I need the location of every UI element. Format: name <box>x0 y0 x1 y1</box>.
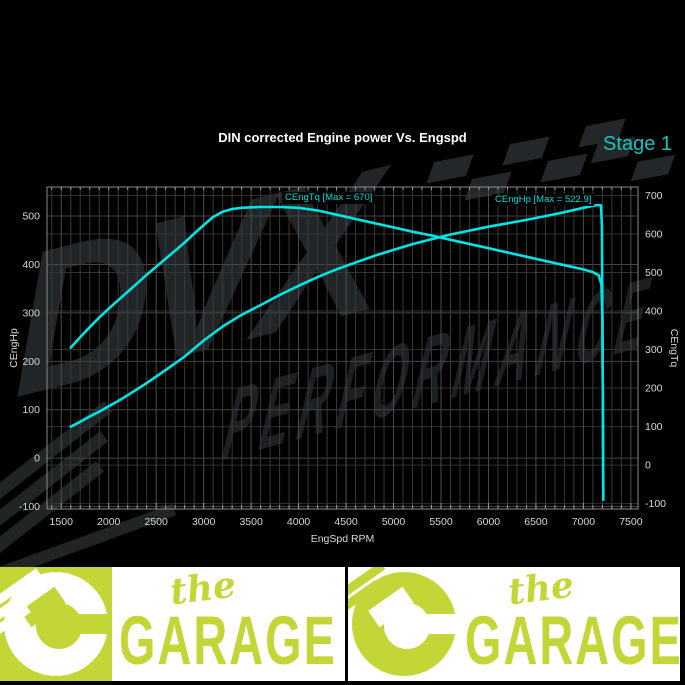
chart-title: DIN corrected Engine power Vs. Engspd <box>218 130 467 145</box>
left-tick-label: 200 <box>22 356 40 368</box>
torque-curve <box>69 205 605 502</box>
dyno-chart: 1500 2000 2500 3000 3500 4000 4500 5000 5500 6000… <box>8 186 680 545</box>
right-tick-label: 600 <box>645 228 663 240</box>
left-tick-label: 0 <box>34 453 40 465</box>
left-tick-label: 500 <box>22 211 40 223</box>
x-tick-label: 4500 <box>334 516 358 528</box>
x-axis-title: EngSpd RPM <box>311 533 375 545</box>
curve-max-annotation: CEngHp [Max = 522.9] <box>492 194 595 206</box>
right-tick-label: 200 <box>645 383 663 395</box>
banner-bottom-border <box>0 681 685 685</box>
left-tick-label: 100 <box>22 404 40 416</box>
garage-text: GARAGE <box>119 601 337 679</box>
x-tick-label: 3500 <box>239 516 263 528</box>
x-tick-label: 5000 <box>382 516 406 528</box>
x-tick-label: 2000 <box>97 516 121 528</box>
left-tick-label: 400 <box>22 259 40 271</box>
garage-logo-white <box>345 567 458 681</box>
left-tick-label: 300 <box>22 307 40 319</box>
g-logo-slot <box>58 614 112 634</box>
power-curve <box>69 203 605 499</box>
left-tick-label: -100 <box>19 501 40 513</box>
banner-right-border <box>680 567 685 681</box>
x-tick-label: 5500 <box>429 516 453 528</box>
plot-frame <box>46 186 639 510</box>
left-axis-title: CEngHp <box>8 328 20 368</box>
x-tick-label: 6000 <box>477 516 501 528</box>
x-tick-label: 1500 <box>50 516 74 528</box>
right-tick-label: 400 <box>645 306 663 318</box>
x-tick-label: 6500 <box>524 516 548 528</box>
x-tick-label: 3000 <box>192 516 216 528</box>
right-tick-label: 700 <box>645 190 663 202</box>
right-axis-title: CEngTq <box>668 329 680 368</box>
right-tick-label: 300 <box>645 344 663 356</box>
stage-badge: Stage 1 <box>603 133 672 155</box>
right-tick-label: 100 <box>645 421 663 433</box>
x-tick-label: 7000 <box>572 516 596 528</box>
garage-logo-lime <box>0 567 112 681</box>
garage-text: GARAGE <box>465 601 680 679</box>
right-tick-label: 0 <box>645 460 651 472</box>
garage-wordmark-right: the GARAGE <box>458 567 680 681</box>
garage-banner: the GARAGE the GARAGE <box>0 567 685 681</box>
x-tick-label: 7500 <box>619 516 643 528</box>
right-tick-label: -100 <box>645 498 666 510</box>
g-logo-slot <box>406 614 458 634</box>
curve-max-annotation: CEngTq [Max = 670] <box>282 192 376 204</box>
x-tick-label: 2500 <box>145 516 169 528</box>
x-tick-label: 4000 <box>287 516 311 528</box>
garage-wordmark-left: the GARAGE <box>112 567 345 681</box>
right-tick-label: 500 <box>645 267 663 279</box>
